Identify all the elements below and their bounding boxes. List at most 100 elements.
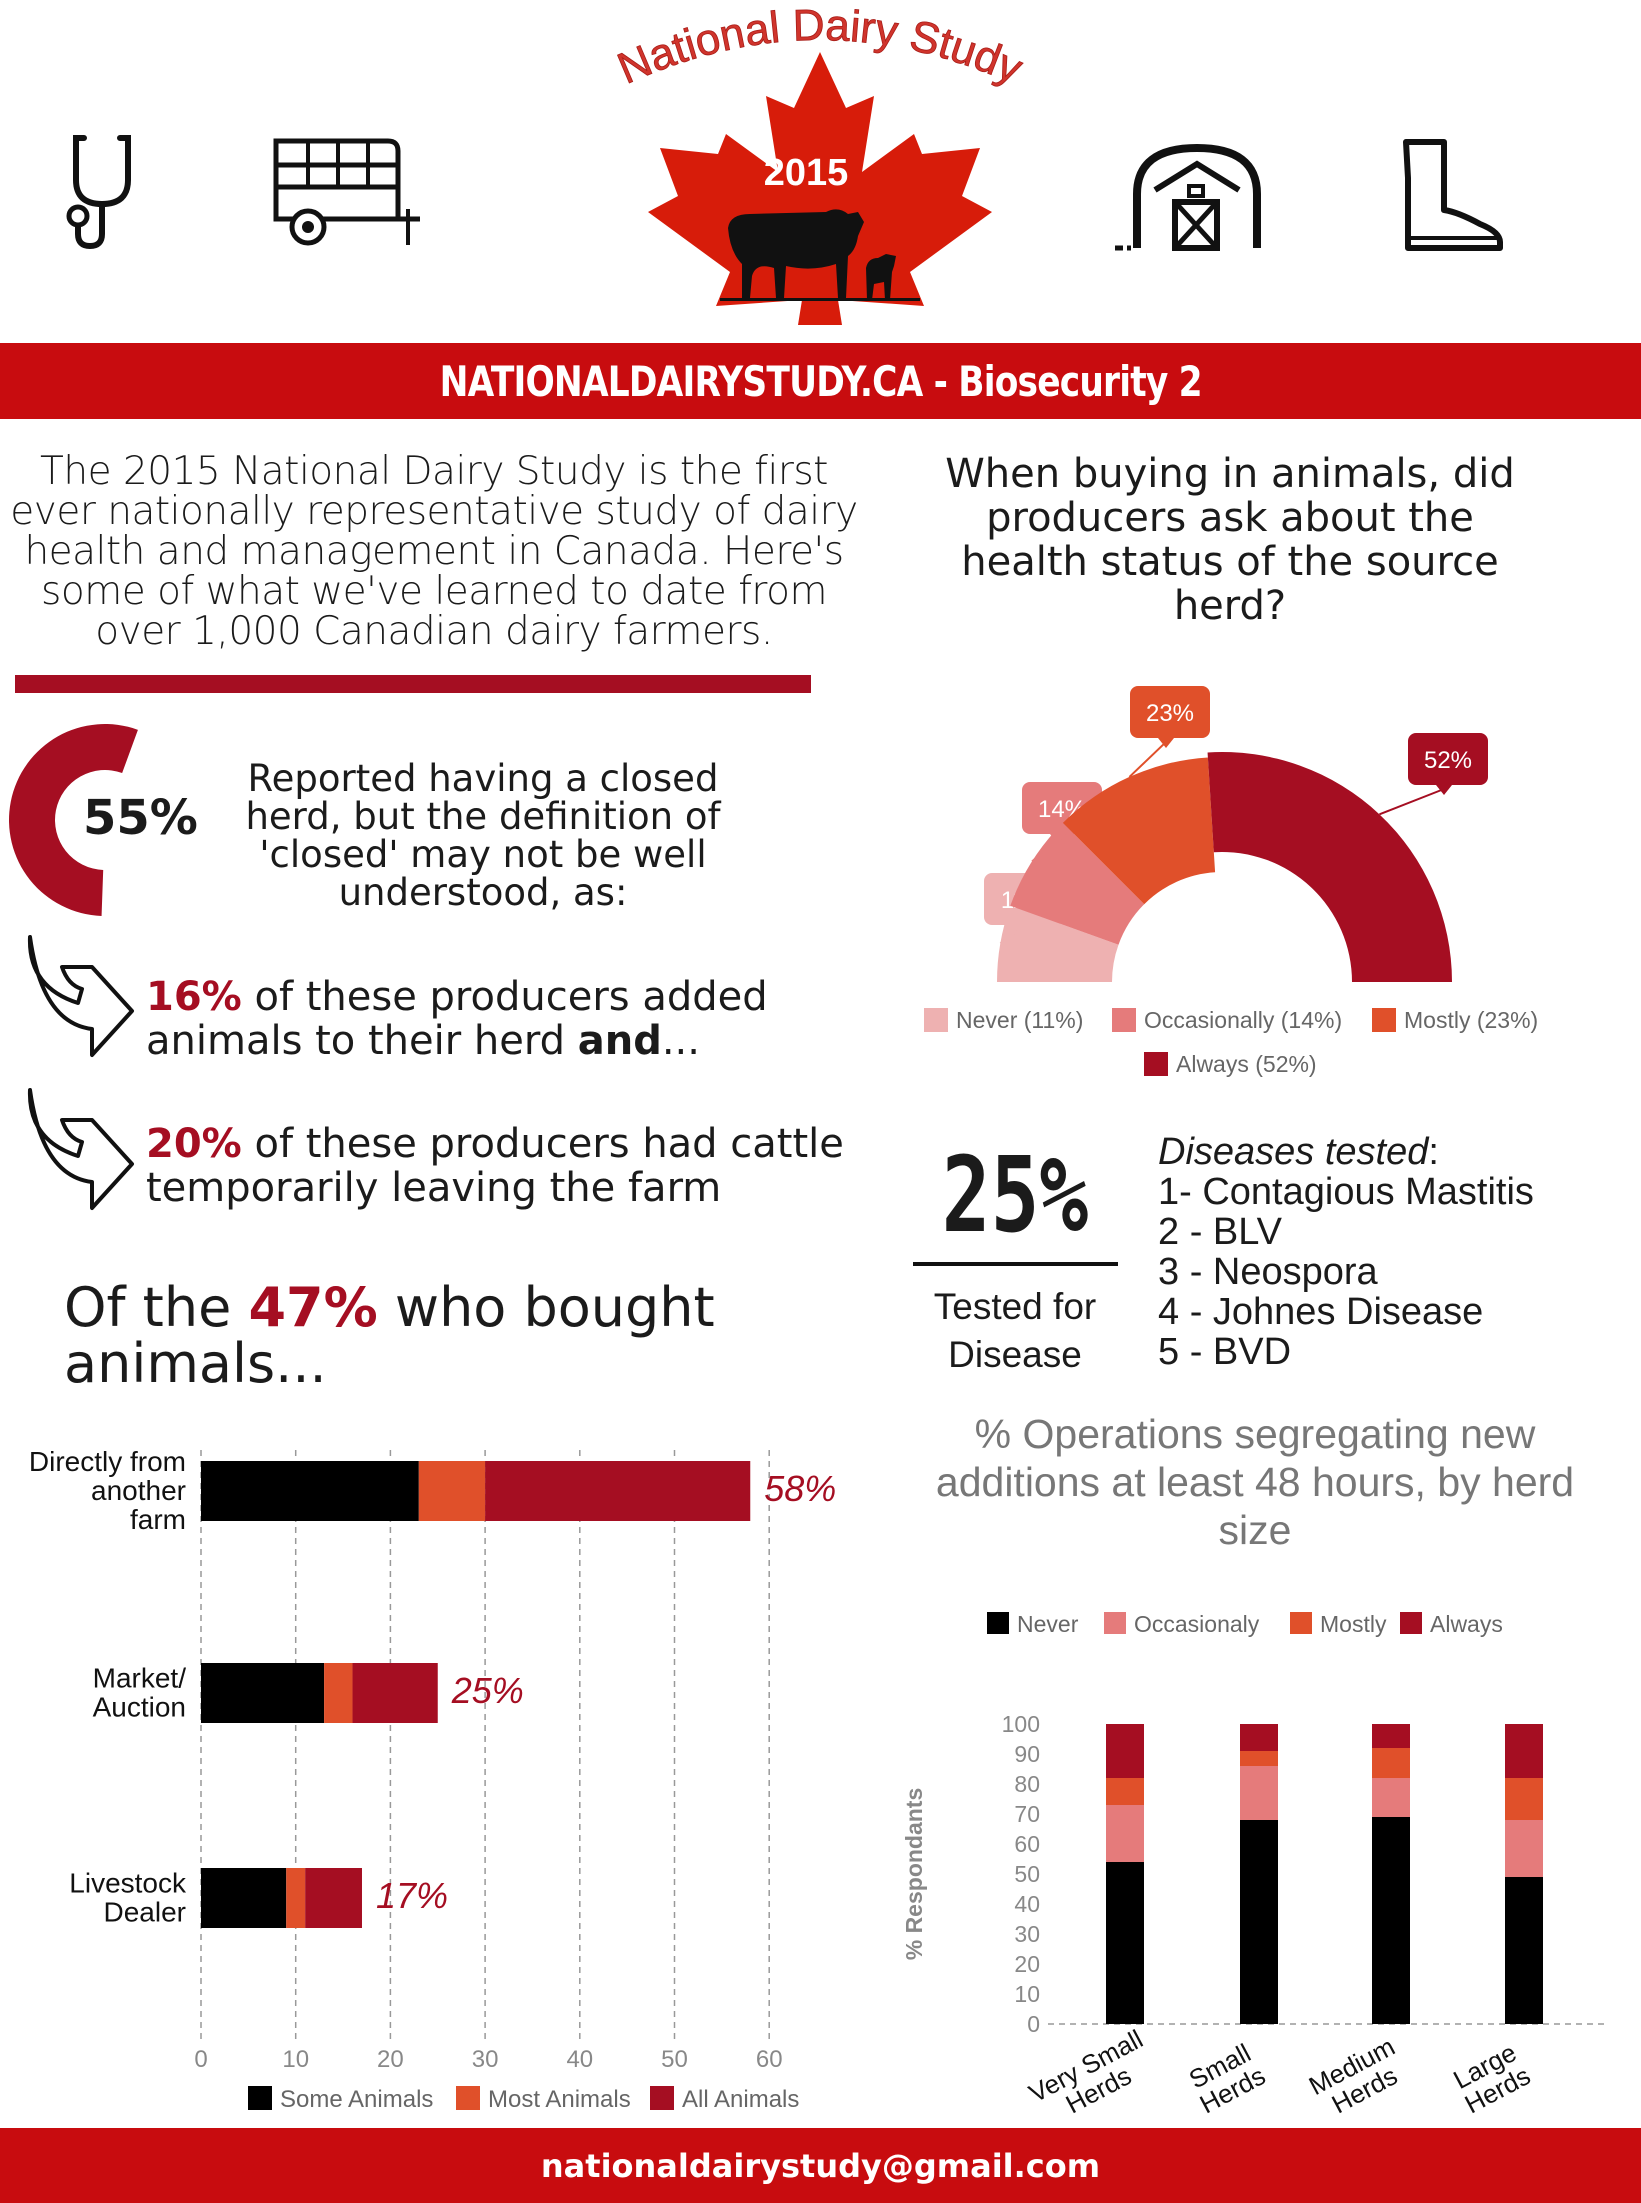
legend-label: Always xyxy=(1430,1611,1503,1637)
legend-label: Always (52%) xyxy=(1176,1051,1317,1077)
bar-segment xyxy=(1505,1820,1543,1877)
diseases-list: Diseases tested: 1- Contagious Mastitis … xyxy=(1158,1132,1628,1372)
bar-segment xyxy=(1372,1778,1410,1817)
health-status-half-donut: 11%14%23%52%Never (11%)Occasionally (14%… xyxy=(924,686,1538,1077)
bar-segment xyxy=(1372,1724,1410,1748)
legend-label: Never xyxy=(1017,1611,1079,1637)
heading-text: Of the xyxy=(64,1276,249,1339)
closed-text-line: herd, but the definition of xyxy=(245,795,721,838)
closed-herd-donut xyxy=(9,724,138,916)
intro-line: health and management in Canada. Here's xyxy=(24,529,844,574)
bar-segment xyxy=(201,1461,419,1521)
legend-swatch xyxy=(1290,1612,1312,1634)
diseases-colon: : xyxy=(1428,1131,1439,1173)
question-heading: When buying in animals, did producers as… xyxy=(880,452,1580,628)
y-category-label: Market/ xyxy=(93,1663,187,1694)
section-divider xyxy=(15,675,811,693)
y-tick-label: 70 xyxy=(1014,1801,1040,1827)
bar-segment xyxy=(1106,1724,1144,1778)
y-category-label: Directly from xyxy=(29,1446,186,1477)
intro-line: some of what we've learned to date from xyxy=(41,569,827,614)
disease-item: 3 - Neospora xyxy=(1158,1251,1378,1293)
seg-title-line: % Operations segregating new xyxy=(974,1411,1536,1457)
stethoscope-icon xyxy=(66,135,131,250)
logo-year: 2015 xyxy=(764,152,849,194)
cow-and-calf-silhouette xyxy=(720,209,920,301)
bar-total-label: 25% xyxy=(451,1670,524,1711)
y-tick-label: 20 xyxy=(1014,1951,1040,1977)
closed-herd-text: Reported having a closed herd, but the d… xyxy=(218,760,748,912)
question-line: producers ask about the xyxy=(986,495,1474,541)
callout-pointer xyxy=(1158,738,1174,748)
x-tick-label: 20 xyxy=(377,2046,404,2073)
y-category-label: Dealer xyxy=(104,1897,186,1928)
legend-label: Mostly xyxy=(1320,1611,1387,1637)
intro-line: ever nationally representative study of … xyxy=(10,489,858,534)
bar-segment xyxy=(352,1663,438,1723)
intro-paragraph: The 2015 National Dairy Study is the fir… xyxy=(0,452,868,652)
callout-box xyxy=(1408,733,1488,785)
livestock-trailer-icon xyxy=(273,138,420,246)
callout-label: 52% xyxy=(1424,747,1472,774)
legend-swatch xyxy=(987,1612,1009,1634)
bar-segment xyxy=(201,1868,287,1928)
disease-item: 4 - Johnes Disease xyxy=(1158,1291,1484,1333)
y-tick-label: 50 xyxy=(1014,1861,1040,1887)
closed-herd-percent: 55% xyxy=(83,790,198,846)
rubber-boot-icon xyxy=(1403,139,1503,251)
y-tick-label: 60 xyxy=(1014,1831,1040,1857)
footer-bar: nationaldairystudy@gmail.com xyxy=(0,2128,1641,2203)
y-axis-label: % Respondants xyxy=(901,1788,927,1961)
seg-title-line: size xyxy=(1218,1507,1292,1553)
heading-text: who bought animals... xyxy=(64,1276,715,1395)
bar-segment xyxy=(1372,1748,1410,1778)
legend-label: Never (11%) xyxy=(956,1007,1083,1033)
question-line: herd? xyxy=(1173,583,1287,629)
closed-text-line: Reported having a closed xyxy=(247,757,719,800)
bar-segment xyxy=(286,1868,306,1928)
stat-added-animals: 16% of these producers added animals to … xyxy=(146,975,846,1063)
bar-segment xyxy=(1505,1724,1543,1778)
disease-item: 2 - BLV xyxy=(1158,1211,1282,1253)
y-tick-label: 90 xyxy=(1014,1741,1040,1767)
legend-label: Most Animals xyxy=(488,2086,631,2113)
callout-label: 23% xyxy=(1146,700,1194,727)
stat-cattle-leaving: 20% of these producers had cattle tempor… xyxy=(146,1122,846,1210)
legend-swatch xyxy=(248,2086,272,2110)
callout-pointer xyxy=(1050,834,1066,844)
bar-segment xyxy=(418,1461,486,1521)
bar-total-label: 17% xyxy=(376,1875,448,1916)
maple-leaf-shape xyxy=(648,52,992,325)
half-donut-slice xyxy=(1010,822,1145,945)
half-donut-slice xyxy=(1062,757,1216,905)
legend-swatch xyxy=(650,2086,674,2110)
x-tick-label: 30 xyxy=(472,2046,499,2073)
tested-label-line: Disease xyxy=(948,1334,1082,1375)
stat-percent: 20% xyxy=(146,1121,242,1167)
heading-percent: 47% xyxy=(248,1276,378,1339)
barn-icon xyxy=(1115,143,1261,251)
tested-divider xyxy=(913,1262,1118,1266)
stat-bold: and xyxy=(577,1018,662,1064)
bought-heading: Of the 47% who bought animals... xyxy=(64,1280,804,1392)
callout-pointer xyxy=(1436,785,1452,795)
bar-segment xyxy=(1505,1877,1543,2024)
bar-total-label: 58% xyxy=(764,1468,836,1509)
contact-email-link[interactable]: nationaldairystudy@gmail.com xyxy=(540,2146,1101,2185)
donut-arc xyxy=(9,724,138,916)
callout-pointer xyxy=(1012,925,1028,935)
bar-segment xyxy=(1106,1862,1144,2024)
title-banner: NATIONALDAIRYSTUDY.CA - Biosecurity 2 xyxy=(0,343,1641,419)
legend-swatch xyxy=(1144,1052,1168,1076)
legend-label: Mostly (23%) xyxy=(1404,1007,1538,1033)
disease-item: 1- Contagious Mastitis xyxy=(1158,1171,1534,1213)
national-dairy-study-logo: National Dairy Study 2015 xyxy=(610,0,1030,325)
curved-arrow-icon xyxy=(27,1088,134,1210)
legend-swatch xyxy=(456,2086,480,2110)
half-donut-slice xyxy=(1207,752,1452,982)
stat-text: of these producers had cattle temporaril… xyxy=(146,1121,844,1211)
y-tick-label: 10 xyxy=(1014,1981,1040,2007)
